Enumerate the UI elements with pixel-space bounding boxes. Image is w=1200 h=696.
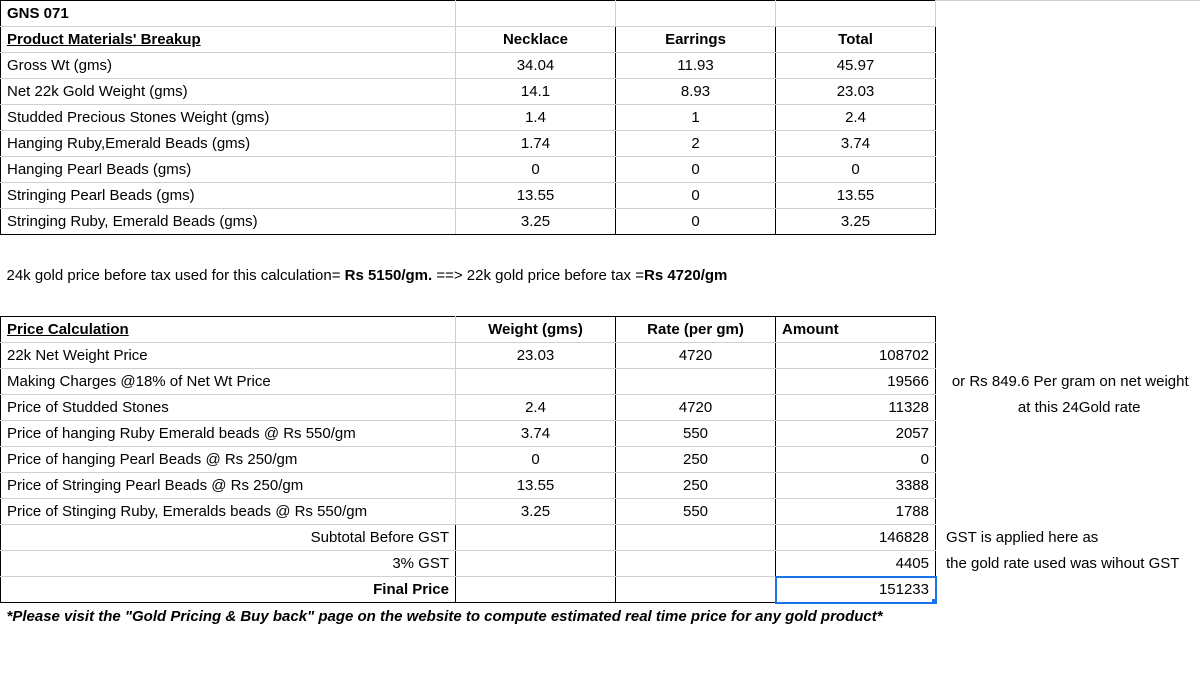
price-row: Price of hanging Pearl Beads @ Rs 250/gm… [1,447,1200,473]
price-row: Price of hanging Ruby Emerald beads @ Rs… [1,421,1200,447]
final-row: Final Price 151233 [1,577,1200,603]
col-amount: Amount [776,317,936,343]
product-code: GNS 071 [1,1,456,27]
final-label: Final Price [1,577,456,603]
gst-note: the gold rate used was wihout GST [936,551,1200,577]
price-row: Price of Studded Stones 2.4 4720 11328 a… [1,395,1200,421]
subtotal-label: Subtotal Before GST [1,525,456,551]
col-total: Total [776,27,936,53]
footer-note: *Please visit the "Gold Pricing & Buy ba… [1,603,1200,629]
main-spreadsheet: GNS 071 Product Materials' Breakup Neckl… [0,0,1200,629]
materials-row: Stringing Ruby, Emerald Beads (gms) 3.25… [1,209,1200,235]
materials-row: Hanging Pearl Beads (gms) 0 0 0 [1,157,1200,183]
materials-title: Product Materials' Breakup [1,27,456,53]
col-necklace: Necklace [456,27,616,53]
price-row: 22k Net Weight Price 23.03 4720 108702 [1,343,1200,369]
subtotal-note: GST is applied here as [936,525,1200,551]
materials-row: Gross Wt (gms) 34.04 11.93 45.97 [1,53,1200,79]
materials-row: Stringing Pearl Beads (gms) 13.55 0 13.5… [1,183,1200,209]
price-title: Price Calculation [1,317,456,343]
gst-row: 3% GST 4405 the gold rate used was wihou… [1,551,1200,577]
subtotal-value: 146828 [776,525,936,551]
price-row: Price of Stinging Ruby, Emeralds beads @… [1,499,1200,525]
final-value[interactable]: 151233 [776,577,936,603]
gst-value: 4405 [776,551,936,577]
col-weight: Weight (gms) [456,317,616,343]
price-row: Price of Stringing Pearl Beads @ Rs 250/… [1,473,1200,499]
materials-row: Net 22k Gold Weight (gms) 14.1 8.93 23.0… [1,79,1200,105]
col-rate: Rate (per gm) [616,317,776,343]
gold-price-note: 24k gold price before tax used for this … [1,263,1200,289]
subtotal-row: Subtotal Before GST 146828 GST is applie… [1,525,1200,551]
col-earrings: Earrings [616,27,776,53]
materials-row: Hanging Ruby,Emerald Beads (gms) 1.74 2 … [1,131,1200,157]
price-row: Making Charges @18% of Net Wt Price 1956… [1,369,1200,395]
materials-row: Studded Precious Stones Weight (gms) 1.4… [1,105,1200,131]
gst-label: 3% GST [1,551,456,577]
